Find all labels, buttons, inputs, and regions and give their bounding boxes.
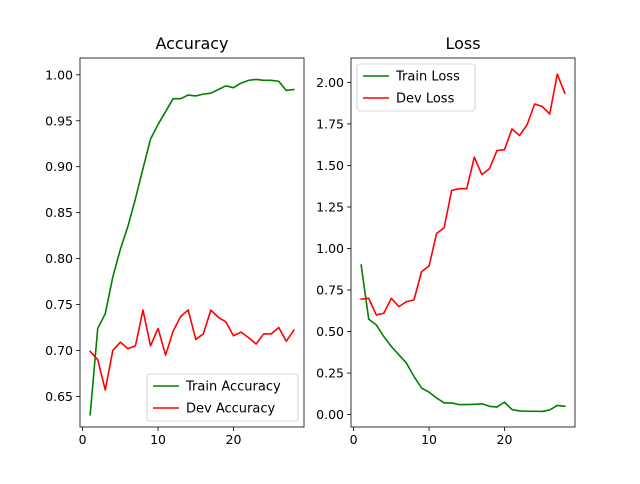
loss-y-tick-label: 0.00 (316, 407, 344, 422)
loss-title: Loss (445, 34, 480, 53)
accuracy-y-tick-label: 0.80 (45, 251, 73, 266)
accuracy-series-line-2 (89, 309, 295, 391)
accuracy-title: Accuracy (155, 34, 228, 53)
loss-x-tick-label: 10 (421, 432, 437, 447)
accuracy-x-tick-label: 10 (150, 432, 166, 447)
loss-x-tick-label: 0 (350, 432, 358, 447)
accuracy-series-line-1 (89, 78, 295, 416)
loss-y-tick-label: 1.75 (316, 116, 344, 131)
loss-series-line-2 (360, 73, 566, 316)
loss-axes-frame (350, 57, 576, 428)
loss-y-tick-label: 0.75 (316, 283, 344, 298)
loss-y-tick-label: 0.25 (316, 366, 344, 381)
accuracy-y-tick-label: 0.90 (45, 159, 73, 174)
loss-legend-label-1: Train Loss (395, 70, 460, 85)
accuracy-legend-label-1: Train Accuracy (185, 380, 281, 395)
accuracy-y-tick-label: 0.95 (45, 113, 73, 128)
accuracy-y-tick-label: 0.75 (45, 297, 73, 312)
accuracy-x-tick-label: 20 (226, 432, 242, 447)
loss-y-tick-label: 1.25 (316, 199, 344, 214)
accuracy-y-tick-label: 0.85 (45, 205, 73, 220)
accuracy-x-tick-label: 0 (79, 432, 87, 447)
accuracy-y-tick-label: 0.70 (45, 343, 73, 358)
loss-series-line-1 (360, 264, 566, 413)
loss-x-tick-label: 20 (497, 432, 513, 447)
loss-y-tick-label: 1.50 (316, 158, 344, 173)
loss-y-tick-label: 2.00 (316, 75, 344, 90)
loss-panel: Loss 0 10 20 0.00 0.25 0.50 0.75 1.00 1.25 1.50 1.… (316, 34, 576, 447)
loss-y-tick-label: 1.00 (316, 241, 344, 256)
loss-legend-label-2: Dev Loss (396, 92, 455, 107)
accuracy-y-tick-label: 0.65 (45, 389, 73, 404)
loss-y-tick-label: 0.50 (316, 324, 344, 339)
accuracy-legend-label-2: Dev Accuracy (186, 402, 275, 417)
accuracy-y-tick-label: 1.00 (45, 67, 73, 82)
accuracy-panel: Accuracy 0 10 20 0.65 0.70 0.75 0.80 0.85 0.90 0.… (45, 34, 305, 447)
accuracy-axes-frame (79, 57, 305, 428)
accuracy-legend-box (146, 373, 299, 422)
